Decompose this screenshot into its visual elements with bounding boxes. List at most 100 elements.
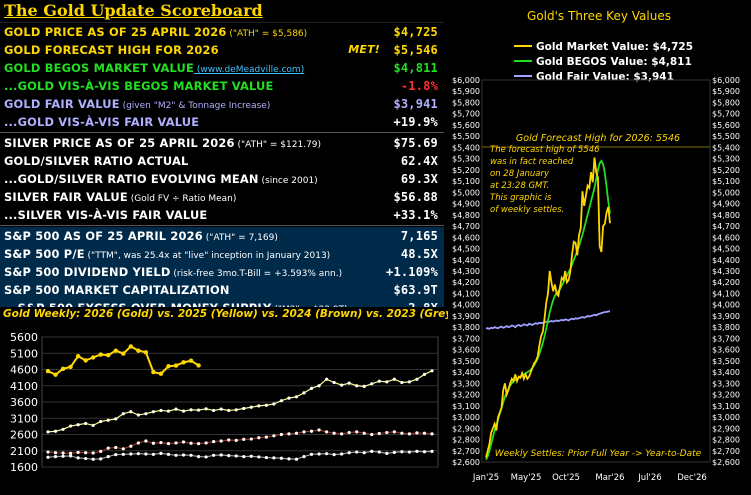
weekly-point — [84, 421, 88, 426]
website-link[interactable]: (www.deMeadville.com) — [193, 65, 305, 75]
kv-y-tick-right: $4,900 — [712, 200, 740, 209]
kv-y-tick-left: $4,300 — [452, 267, 480, 276]
weekly-point — [151, 452, 156, 456]
score-label-text: SILVER PRICE AS OF 25 APRIL 2026 — [4, 136, 235, 150]
weekly-point — [76, 456, 80, 460]
kv-y-tick-right: $5,000 — [712, 188, 740, 197]
score-label: ...SILVER VIS-À-VIS FAIR VALUE — [4, 208, 207, 222]
weekly-point — [60, 366, 66, 372]
kv-y-tick-right: $4,200 — [712, 278, 740, 287]
kv-plot-area — [481, 79, 711, 463]
score-value: $4,811 — [393, 61, 438, 75]
weekly-point — [53, 429, 58, 433]
section-divider — [0, 225, 444, 226]
weekly-point — [362, 431, 366, 435]
weekly-point — [181, 360, 186, 365]
weekly-point — [302, 430, 306, 434]
score-value: 48.5X — [400, 247, 438, 261]
score-note: ("ATH" = $5,586) — [226, 29, 308, 39]
weekly-point — [347, 451, 351, 455]
weekly-point — [136, 348, 141, 353]
weekly-point — [91, 457, 95, 461]
score-value: +19.9% — [393, 115, 438, 129]
weekly-point — [234, 454, 238, 458]
weekly-point — [430, 432, 434, 436]
score-row: S&P 500 AS OF 25 APRIL 2026 ("ATH" = 7,1… — [0, 227, 444, 245]
weekly-point — [99, 419, 103, 424]
weekly-point — [129, 444, 133, 448]
weekly-point — [68, 454, 73, 458]
weekly-point — [407, 380, 412, 384]
kv-y-tick-left: $5,900 — [452, 87, 480, 96]
weekly-point — [128, 344, 134, 349]
weekly-point — [257, 404, 261, 408]
kv-y-tick-left: $3,300 — [452, 379, 480, 388]
weekly-y-tick-label: 4600 — [10, 364, 38, 377]
weekly-point — [114, 445, 118, 450]
weekly-point — [422, 431, 427, 435]
weekly-point — [234, 408, 238, 412]
kv-y-tick-left: $4,400 — [452, 256, 480, 265]
weekly-point — [219, 439, 223, 443]
score-value: 62.4X — [400, 154, 438, 168]
kv-y-tick-right: $3,300 — [712, 379, 740, 388]
weekly-point — [324, 452, 329, 456]
kv-y-tick-right: $5,200 — [712, 166, 740, 175]
kv-y-tick-left: $5,000 — [452, 188, 480, 197]
weekly-point — [68, 424, 73, 428]
score-label-text: GOLD BEGOS MARKET VALUE — [4, 61, 194, 75]
kv-note-line: This graphic is — [490, 193, 552, 203]
weekly-point — [227, 454, 231, 458]
kv-note-line: at 23:28 GMT. — [490, 181, 549, 191]
weekly-point — [249, 437, 253, 441]
weekly-point — [392, 450, 396, 454]
weekly-point — [129, 410, 133, 414]
score-label-text: GOLD FAIR VALUE — [4, 97, 120, 111]
score-label: S&P 500 AS OF 25 APRIL 2026 ("ATH" = 7,1… — [4, 229, 278, 243]
kv-y-tick-left: $3,100 — [452, 402, 480, 411]
weekly-point — [385, 451, 389, 455]
kv-chart-title: Gold's Three Key Values — [527, 9, 671, 23]
score-value: $63.9T — [393, 283, 438, 297]
kv-y-tick-left: $4,000 — [452, 301, 480, 310]
score-label: SILVER FAIR VALUE (Gold FV ÷ Ratio Mean) — [4, 190, 236, 204]
weekly-point — [212, 440, 216, 444]
weekly-point — [294, 431, 299, 435]
weekly-point — [76, 423, 80, 427]
weekly-point — [249, 405, 253, 409]
kv-y-tick-right: $4,100 — [712, 289, 740, 298]
weekly-point — [287, 432, 291, 436]
weekly-point — [362, 451, 366, 455]
weekly-point — [377, 379, 381, 383]
weekly-point — [106, 353, 111, 358]
weekly-point — [264, 455, 268, 460]
weekly-point — [121, 447, 125, 451]
kv-y-tick-right: $4,000 — [712, 301, 740, 310]
score-note: ("TTM", was 25.4x at "live" inception in… — [84, 251, 331, 261]
weekly-point — [212, 408, 216, 413]
kv-y-tick-left: $2,700 — [452, 447, 480, 456]
kv-y-tick-left: $3,900 — [452, 312, 480, 321]
kv-y-tick-left: $5,400 — [452, 143, 480, 152]
score-value: $75.69 — [393, 136, 438, 150]
kv-legend-label: Gold Fair Value: $3,941 — [536, 71, 674, 83]
weekly-point — [287, 396, 291, 400]
weekly-point — [264, 403, 268, 407]
weekly-y-tick-label: 1600 — [10, 461, 38, 474]
kv-y-tick-right: $3,000 — [712, 413, 740, 422]
weekly-point — [61, 427, 65, 431]
score-row: GOLD PRICE AS OF 25 APRIL 2026 ("ATH" = … — [0, 23, 444, 41]
score-value: $4,725 — [393, 25, 438, 39]
kv-y-tick-left: $3,400 — [452, 368, 480, 377]
weekly-point — [144, 452, 148, 456]
score-label: GOLD FAIR VALUE (given "M2" & Tonnage In… — [4, 97, 270, 111]
weekly-point — [272, 456, 276, 460]
weekly-point — [181, 453, 186, 457]
score-row: ...GOLD VIS-À-VIS BEGOS MARKET VALUE -1.8… — [0, 77, 444, 95]
kv-note-line: on 28 January — [490, 169, 550, 179]
weekly-point — [385, 380, 389, 384]
kv-y-tick-left: $3,600 — [452, 346, 480, 355]
weekly-y-tick-label: 2100 — [10, 445, 38, 458]
kv-y-tick-left: $5,600 — [452, 121, 480, 130]
kv-forecast-label: Gold Forecast High for 2026: 5546 — [516, 133, 680, 144]
